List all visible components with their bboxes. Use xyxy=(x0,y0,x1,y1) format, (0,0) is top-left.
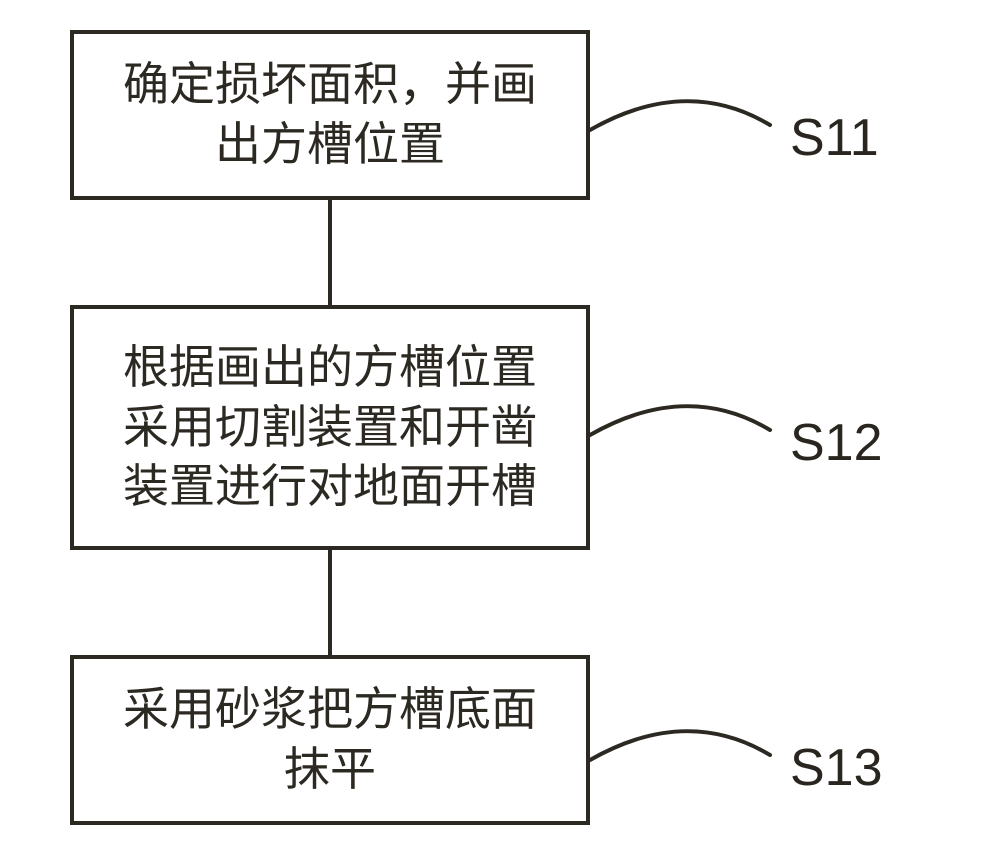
flow-node-s12-text: 根据画出的方槽位置 采用切割装置和开凿 装置进行对地面开槽 xyxy=(123,338,537,517)
step-label-s11: S11 xyxy=(790,108,879,168)
flow-node-s12: 根据画出的方槽位置 采用切割装置和开凿 装置进行对地面开槽 xyxy=(70,305,590,550)
flow-node-s11: 确定损坏面积，并画 出方槽位置 xyxy=(70,30,590,200)
flow-node-s13-text: 采用砂浆把方槽底面 抹平 xyxy=(123,680,537,800)
diagram-canvas: 确定损坏面积，并画 出方槽位置 根据画出的方槽位置 采用切割装置和开凿 装置进行… xyxy=(0,0,1000,867)
step-label-s12: S12 xyxy=(790,413,883,473)
step-label-s13: S13 xyxy=(790,738,883,798)
flow-node-s11-text: 确定损坏面积，并画 出方槽位置 xyxy=(123,55,537,175)
step-label-s11-text: S11 xyxy=(790,109,879,167)
step-label-s12-text: S12 xyxy=(790,414,883,472)
step-label-s13-text: S13 xyxy=(790,739,883,797)
flow-node-s13: 采用砂浆把方槽底面 抹平 xyxy=(70,655,590,825)
